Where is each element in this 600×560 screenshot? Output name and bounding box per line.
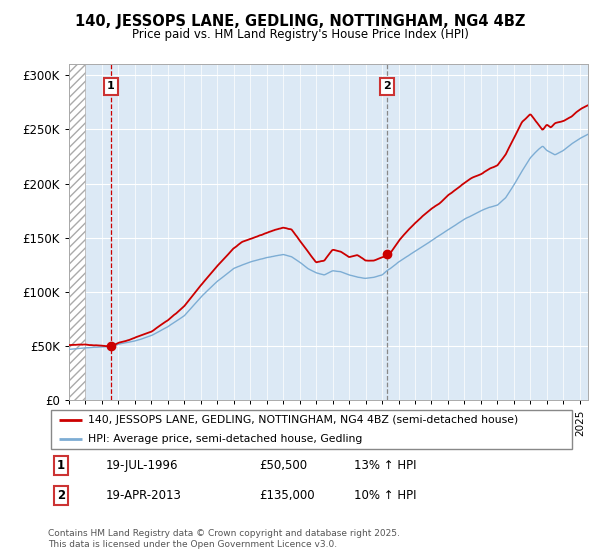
- Text: 140, JESSOPS LANE, GEDLING, NOTTINGHAM, NG4 4BZ: 140, JESSOPS LANE, GEDLING, NOTTINGHAM, …: [75, 14, 525, 29]
- Text: 1: 1: [107, 81, 115, 91]
- Text: 2: 2: [383, 81, 391, 91]
- Text: £135,000: £135,000: [259, 489, 315, 502]
- Text: 10% ↑ HPI: 10% ↑ HPI: [354, 489, 417, 502]
- Text: 13% ↑ HPI: 13% ↑ HPI: [354, 459, 417, 473]
- Text: 140, JESSOPS LANE, GEDLING, NOTTINGHAM, NG4 4BZ (semi-detached house): 140, JESSOPS LANE, GEDLING, NOTTINGHAM, …: [88, 415, 518, 425]
- Text: 19-APR-2013: 19-APR-2013: [106, 489, 182, 502]
- Text: 2: 2: [57, 489, 65, 502]
- Text: 19-JUL-1996: 19-JUL-1996: [106, 459, 179, 473]
- Bar: [69, 64, 85, 400]
- Text: Price paid vs. HM Land Registry's House Price Index (HPI): Price paid vs. HM Land Registry's House …: [131, 28, 469, 41]
- Text: 1: 1: [57, 459, 65, 473]
- Text: £50,500: £50,500: [259, 459, 307, 473]
- Text: HPI: Average price, semi-detached house, Gedling: HPI: Average price, semi-detached house,…: [88, 435, 362, 445]
- Text: Contains HM Land Registry data © Crown copyright and database right 2025.
This d: Contains HM Land Registry data © Crown c…: [48, 529, 400, 549]
- FancyBboxPatch shape: [50, 410, 572, 449]
